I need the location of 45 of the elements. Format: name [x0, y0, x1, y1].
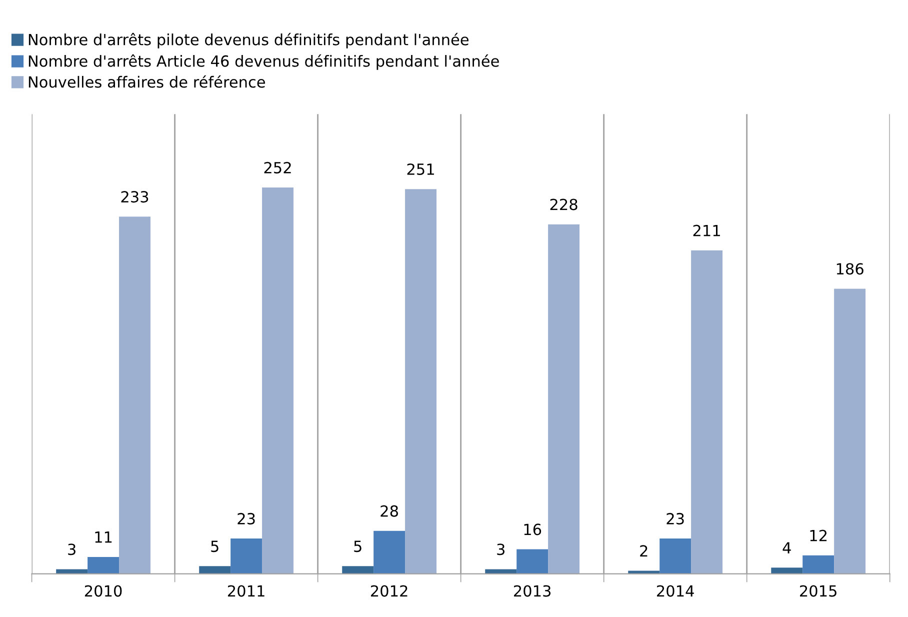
data-label: 5	[211, 540, 218, 552]
data-label: 233	[121, 191, 148, 203]
data-label: 228	[550, 198, 578, 210]
bar	[771, 568, 803, 574]
data-label: 211	[693, 224, 720, 236]
x-tick-label: 2012	[370, 585, 408, 597]
data-label: 5	[354, 540, 362, 552]
data-label: 2	[640, 545, 648, 556]
x-tick-label: 2015	[800, 585, 836, 597]
bar	[405, 189, 436, 574]
legend-label: Nombre d'arrêts Article 46 devenus définitifs pendant l'année	[28, 54, 499, 70]
data-label: 11	[95, 532, 112, 543]
bar	[88, 556, 120, 574]
data-label: 4	[782, 542, 791, 554]
bar	[516, 549, 548, 574]
data-label: 23	[238, 512, 255, 524]
bar	[660, 538, 692, 574]
bar	[834, 288, 866, 574]
bar	[342, 566, 374, 574]
data-label: 23	[666, 512, 684, 524]
bar	[691, 250, 723, 574]
bar	[802, 555, 834, 574]
data-label: 16	[524, 524, 542, 536]
data-label: 3	[497, 544, 504, 556]
x-tick-label: 2011	[228, 585, 264, 597]
bar	[374, 530, 406, 574]
bar	[485, 569, 517, 574]
bar	[628, 570, 660, 574]
x-tick-label: 2014	[657, 585, 694, 597]
x-tick-label: 2010	[84, 585, 122, 597]
bar	[119, 216, 150, 574]
x-tick-label: 2013	[514, 585, 551, 597]
bar	[56, 569, 88, 574]
bar	[230, 538, 262, 574]
legend-label: Nouvelles affaires de référence	[28, 75, 265, 88]
bar	[548, 224, 580, 574]
bar	[199, 566, 231, 574]
legend-label: Nombre d'arrêts pilote devenus définitifs pendant l'année	[28, 32, 468, 48]
data-label: 251	[407, 163, 434, 175]
bar	[262, 188, 294, 574]
data-label: 186	[836, 263, 864, 275]
data-label: 28	[380, 505, 398, 517]
data-label: 12	[810, 530, 827, 542]
data-label: 3	[68, 544, 76, 556]
data-label: 252	[264, 162, 291, 174]
